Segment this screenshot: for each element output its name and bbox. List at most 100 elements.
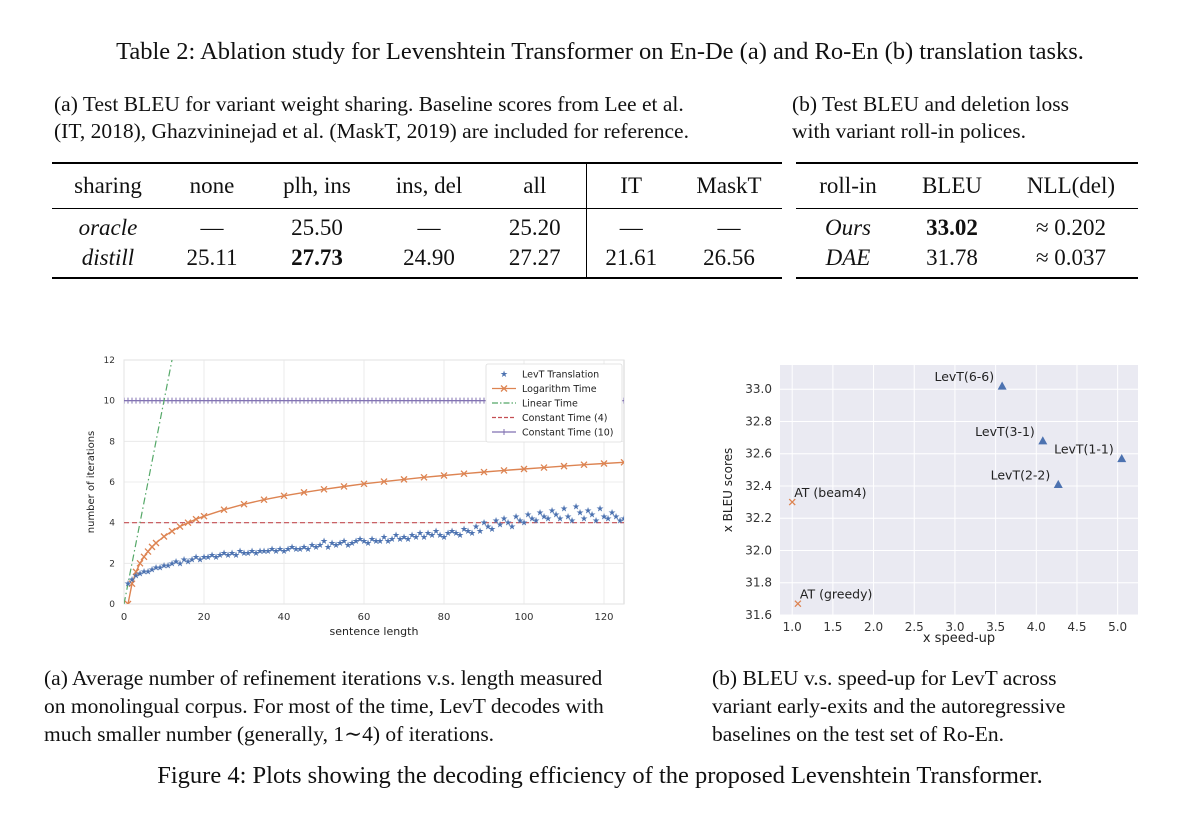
table-b-header-cell: roll-in [819,173,877,198]
x-tick-label: 2.0 [864,620,883,634]
star-marker: ★ [584,505,592,515]
x-marker [420,473,428,481]
star-marker: ★ [504,518,512,528]
star-marker: ★ [172,556,180,566]
y-axis-label: x BLEU scores [721,448,735,533]
x-marker [176,523,184,530]
star-marker: ★ [132,571,140,581]
table-a-header-cell: none [189,173,235,198]
x-marker [132,568,140,576]
table-b-caption: (b) Test BLEU and deletion loss with var… [792,91,1142,145]
star-marker: ★ [524,510,532,520]
x-marker [160,533,168,540]
triangle-marker [1038,436,1048,445]
star-marker: ★ [136,569,144,579]
star-marker: ★ [216,550,224,560]
star-marker: ★ [468,528,476,538]
star-marker: ★ [212,552,220,562]
star-marker: ★ [592,516,600,526]
x-tick-label: 1.0 [783,620,802,634]
star-marker: ★ [408,530,416,540]
figure-b-caption: (b) BLEU v.s. speed-up for LevT across v… [712,664,1152,748]
star-marker: ★ [352,536,360,546]
x-marker [220,506,228,514]
star-marker: ★ [604,514,612,524]
x-marker [152,539,160,547]
star-marker: ★ [300,542,308,552]
x-tick-label: 3.0 [945,620,964,634]
table-a-header-cell: IT [585,163,676,209]
star-marker: ★ [580,514,588,524]
star-marker: ★ [376,536,384,546]
x-marker [600,460,608,467]
star-marker: ★ [572,501,580,511]
table-title: Table 2: Ablation study for Levenshtein … [116,38,1084,65]
point-label: LevT(3-1) [975,424,1035,439]
star-marker: ★ [460,524,468,534]
x-marker [560,462,568,470]
y-tick-label: 31.6 [745,608,772,622]
x-tick-label: 80 [438,612,451,623]
star-marker: ★ [128,575,136,585]
x-tick-label: 60 [358,612,371,623]
x-marker [124,600,132,604]
star-marker: ★ [268,544,276,554]
y-tick-label: 8 [109,437,115,447]
figure-b-caption-line: baselines on the test set of Ro-En. [712,722,1004,746]
bleu-speedup-chart: 31.6 31.8 32.0 32.2 32.4 32.6 32.8 33.0 1.0 1.5 2.… [721,365,1138,646]
star-marker: ★ [280,546,288,556]
x-marker [520,465,528,473]
x-marker [440,472,448,479]
x-marker [500,385,508,392]
x-marker [400,475,408,483]
star-marker: ★ [412,532,420,542]
table-cell: Ours [796,208,900,243]
star-marker: ★ [276,544,284,554]
star-marker: ★ [480,518,488,528]
x-axis-label: x speed-up [923,631,995,646]
star-marker: ★ [528,514,536,524]
star-marker: ★ [240,548,248,558]
star-marker: ★ [380,532,388,542]
x-tick-label: 4.5 [1067,620,1086,634]
star-marker: ★ [304,544,312,554]
figure-a-caption-line: much smaller number (generally, 1∼4) of … [44,722,495,746]
x-tick-label: 120 [594,612,613,623]
legend-label: LevT Translation [522,370,599,381]
table-a-header-row: sharing none plh, ins ins, del all IT Ma… [52,163,782,209]
table-a-caption: (a) Test BLEU for variant weight sharing… [54,91,784,145]
x-marker [136,559,144,567]
star-marker: ★ [196,554,204,564]
y-tick-label: 6 [109,478,115,488]
star-marker: ★ [484,522,492,532]
table-cell: 21.61 [585,243,676,278]
star-marker: ★ [296,544,304,554]
table-a-caption-line: (IT, 2018), Ghazvininejad et al. (MaskT,… [54,119,689,143]
x-tick-label: 1.5 [823,620,842,634]
x-marker [460,470,468,478]
figure-title: Figure 4: Plots showing the decoding eff… [157,762,1043,789]
star-marker: ★ [324,542,332,552]
star-marker: ★ [124,579,132,589]
star-marker: ★ [168,558,176,568]
star-marker: ★ [160,560,168,570]
star-marker: ★ [396,534,404,544]
table-b-caption-line: (b) Test BLEU and deletion loss [792,92,1069,116]
table-row: DAE 31.78 ≈ 0.037 [796,243,1138,278]
star-marker: ★ [348,538,356,548]
star-marker: ★ [492,516,500,526]
x-marker [340,483,348,490]
table-b-header-cell: NLL(del) [1026,173,1116,198]
star-marker: ★ [148,564,156,574]
star-marker: ★ [364,538,372,548]
star-marker: ★ [384,536,392,546]
x-marker [140,553,148,561]
x-marker [184,519,192,527]
star-marker: ★ [440,532,448,542]
star-marker: ★ [472,522,480,532]
point-label: AT (greedy) [800,587,872,602]
star-marker: ★ [220,548,228,558]
y-tick-label: 12 [104,356,115,366]
triangle-marker [997,381,1007,390]
table-cell: — [164,208,260,243]
